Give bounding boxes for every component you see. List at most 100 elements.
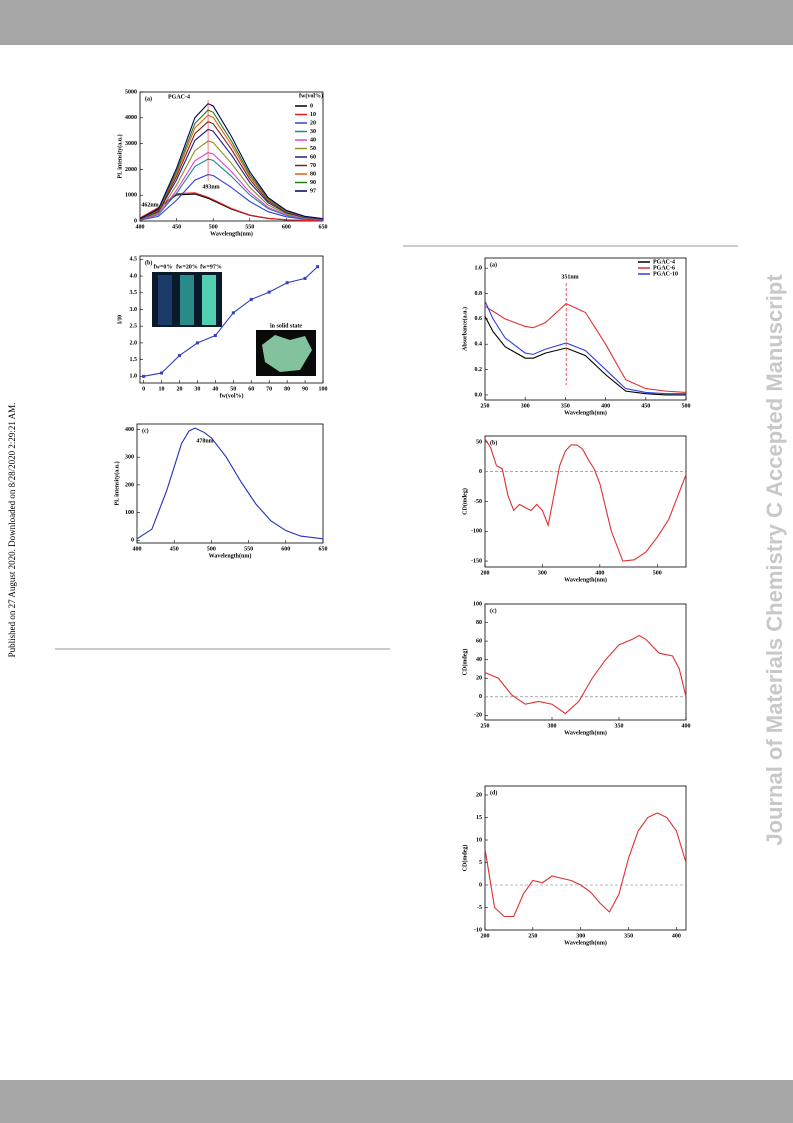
plot-frame bbox=[484, 435, 687, 568]
y-tick-label: 60 bbox=[476, 638, 482, 644]
y-tick-label: 15 bbox=[476, 815, 482, 821]
x-tick-label: 550 bbox=[245, 224, 254, 230]
x-tick-label: 400 bbox=[595, 570, 604, 576]
x-tick-label: 650 bbox=[319, 224, 328, 230]
y-tick-label: 100 bbox=[473, 601, 482, 607]
legend-title: fw(vol%) bbox=[299, 92, 323, 99]
y-axis-label: PL intensity(a.u.) bbox=[116, 134, 123, 178]
legend-label: 30 bbox=[310, 129, 316, 135]
y-tick-label: 0.8 bbox=[475, 291, 483, 297]
y-tick-label: 1000 bbox=[125, 193, 137, 199]
marker bbox=[213, 334, 217, 338]
y-tick-label: 80 bbox=[476, 620, 482, 626]
x-tick-label: 500 bbox=[682, 403, 691, 409]
legend-label: 80 bbox=[310, 171, 316, 177]
x-tick-label: 250 bbox=[481, 403, 490, 409]
annotation: 493nm bbox=[202, 184, 219, 190]
data-line bbox=[484, 438, 687, 562]
x-tick-label: 300 bbox=[548, 723, 557, 729]
y-tick-label: 4.0 bbox=[130, 273, 138, 279]
y-tick-label: 3.0 bbox=[130, 307, 138, 313]
y-axis-label: PL intensity(a.u.) bbox=[113, 461, 120, 505]
y-tick-label: -50 bbox=[474, 499, 482, 505]
x-tick-label: 500 bbox=[209, 224, 218, 230]
y-tick-label: 1.0 bbox=[130, 374, 138, 380]
x-tick-label: 600 bbox=[281, 546, 290, 552]
y-tick-label: 1.0 bbox=[475, 266, 483, 272]
x-tick-label: 70 bbox=[266, 386, 272, 392]
watermark: Journal of Materials Chemistry C Accepte… bbox=[762, 274, 787, 846]
x-tick-label: 90 bbox=[302, 386, 308, 392]
x-tick-label: 400 bbox=[136, 224, 145, 230]
x-tick-label: 400 bbox=[672, 933, 681, 939]
y-tick-label: 3.5 bbox=[130, 290, 138, 296]
x-tick-label: 20 bbox=[176, 386, 182, 392]
legend-label: 90 bbox=[310, 180, 316, 186]
y-tick-label: 0 bbox=[479, 882, 482, 888]
x-tick-label: 300 bbox=[538, 570, 547, 576]
panel-label: (c) bbox=[142, 427, 149, 434]
footer-band bbox=[0, 1080, 793, 1123]
y-tick-label: 40 bbox=[476, 657, 482, 663]
marker bbox=[195, 341, 199, 345]
x-tick-label: 300 bbox=[521, 403, 530, 409]
y-tick-label: 4.5 bbox=[130, 257, 138, 263]
y-tick-label: 2.5 bbox=[130, 324, 138, 330]
x-axis-label: Wavelength(nm) bbox=[210, 230, 253, 237]
x-tick-label: 600 bbox=[282, 224, 291, 230]
y-tick-label: 5000 bbox=[125, 89, 137, 95]
inset-label: fw=97% bbox=[200, 264, 222, 270]
x-tick-label: 200 bbox=[481, 933, 490, 939]
header-band bbox=[0, 0, 793, 45]
panel-label: (a) bbox=[490, 261, 497, 268]
x-tick-label: 450 bbox=[172, 224, 181, 230]
y-tick-label: -100 bbox=[471, 529, 482, 535]
x-tick-label: 350 bbox=[561, 403, 570, 409]
y-tick-label: 5 bbox=[479, 860, 482, 866]
x-axis-label: Wavelength(nm) bbox=[564, 409, 607, 416]
x-tick-label: 30 bbox=[194, 386, 200, 392]
y-tick-label: 200 bbox=[125, 482, 134, 488]
data-line bbox=[484, 812, 687, 918]
x-tick-label: 450 bbox=[170, 546, 179, 552]
plot-frame bbox=[136, 423, 324, 544]
marker bbox=[160, 371, 164, 375]
y-axis-label: I/I0 bbox=[117, 315, 123, 324]
legend-label: 0 bbox=[310, 103, 313, 109]
x-tick-label: 500 bbox=[653, 570, 662, 576]
y-axis-label: CD(mdeg) bbox=[461, 488, 468, 515]
data-line bbox=[139, 173, 324, 221]
x-tick-label: 400 bbox=[133, 546, 142, 552]
x-tick-label: 450 bbox=[641, 403, 650, 409]
legend-label: PGAC-10 bbox=[653, 271, 678, 277]
y-axis-label: CD(mdeg) bbox=[461, 845, 468, 872]
x-tick-label: 300 bbox=[576, 933, 585, 939]
marker bbox=[177, 354, 181, 358]
panel-label: (b) bbox=[490, 439, 497, 446]
chart-title: PGAC-4 bbox=[168, 94, 190, 100]
y-tick-label: 0.0 bbox=[475, 392, 483, 398]
y-tick-label: 50 bbox=[476, 439, 482, 445]
y-tick-label: 300 bbox=[125, 455, 134, 461]
x-tick-label: 550 bbox=[244, 546, 253, 552]
marker bbox=[285, 281, 289, 285]
legend-label: PGAC-4 bbox=[653, 259, 675, 265]
y-tick-label: 0 bbox=[479, 469, 482, 475]
inset-label: fw=0% bbox=[154, 264, 173, 270]
plot-frame bbox=[139, 255, 324, 384]
side-note: Published on 27 August 2020. Downloaded … bbox=[7, 403, 17, 658]
panel-label: (d) bbox=[490, 789, 497, 796]
y-tick-label: 0.4 bbox=[475, 342, 483, 348]
legend-label: 50 bbox=[310, 146, 316, 152]
plot-frame bbox=[484, 603, 687, 721]
data-line bbox=[139, 152, 324, 221]
y-axis-label: CD(mdeg) bbox=[461, 649, 468, 676]
y-tick-label: 0 bbox=[479, 694, 482, 700]
y-tick-label: 0 bbox=[134, 218, 137, 224]
marker bbox=[231, 311, 235, 315]
x-tick-label: 10 bbox=[159, 386, 165, 392]
x-tick-label: 650 bbox=[319, 546, 328, 552]
marker bbox=[303, 276, 307, 280]
